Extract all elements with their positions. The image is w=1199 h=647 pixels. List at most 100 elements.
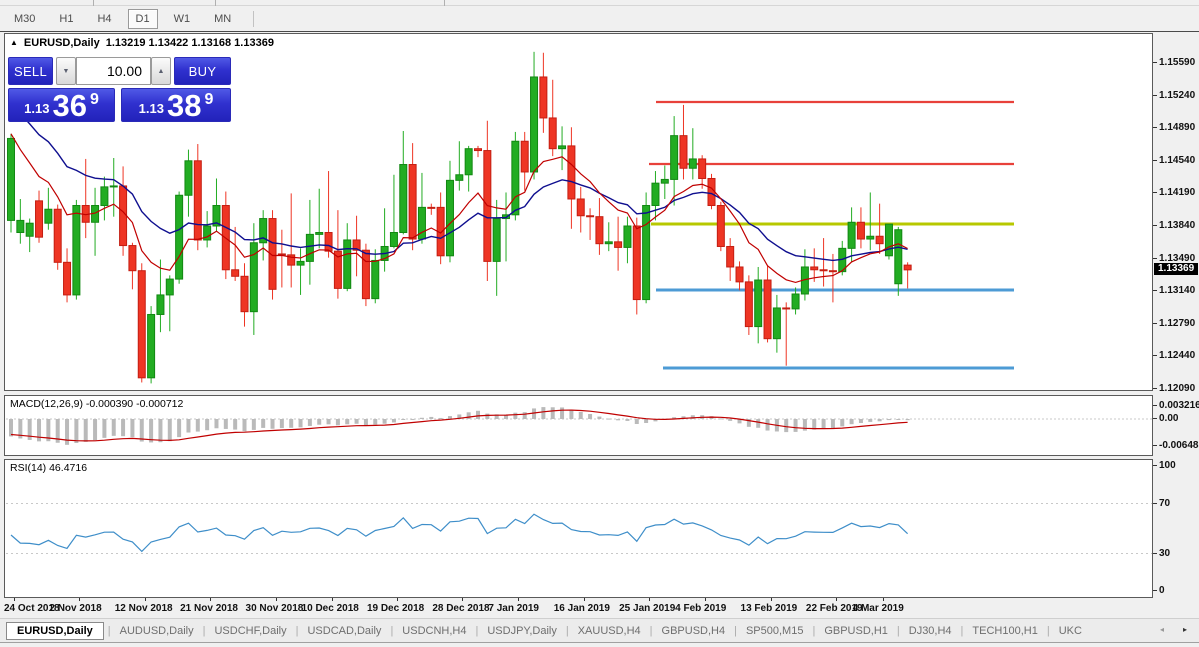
tab-usdchf-daily[interactable]: USDCHF,Daily [214, 624, 287, 637]
sell-price-pip: 9 [89, 91, 99, 108]
price-axis-label: 1.14190 [1159, 187, 1196, 199]
price-chart-panel[interactable] [4, 33, 1153, 391]
chart-title-symbol: EURUSD,Daily [23, 37, 100, 49]
rsi-axis-label: 30 [1159, 547, 1171, 559]
tab-gbpusd-h4[interactable]: GBPUSD,H4 [661, 624, 726, 637]
rsi-line [10, 513, 909, 553]
date-tick [396, 598, 398, 601]
rsi-axis-label: 100 [1159, 460, 1176, 471]
date-axis-label: 12 Nov 2018 [114, 603, 173, 614]
tab-usdjpy-daily[interactable]: USDJPY,Daily [487, 624, 557, 637]
macd-axis-label: 0.00 [1159, 413, 1179, 424]
price-axis-label: 1.15590 [1159, 57, 1196, 68]
axis-tick [1153, 192, 1157, 194]
timeframe-h4[interactable]: H4 [97, 13, 112, 25]
timeframe-d1[interactable]: D1 [127, 9, 158, 29]
sell-price-display[interactable]: 1.13 36 9 [8, 88, 115, 122]
axis-tick [1153, 322, 1157, 324]
timeframe-m30[interactable]: M30 [14, 13, 36, 25]
price-axis[interactable]: 1.15590 1.15240 1.14890 1.14540 1.14190 1.138… [1153, 33, 1199, 598]
tab-eurusd-daily[interactable]: EURUSD,Daily [6, 621, 104, 640]
price-axis-label: 1.12790 [1159, 317, 1196, 329]
rsi-axis-label: 70 [1159, 497, 1171, 509]
tab-tech100-h1[interactable]: TECH100,H1 [972, 624, 1038, 637]
tab-ukc[interactable]: UKC [1058, 624, 1082, 637]
axis-tick [1153, 224, 1157, 226]
buy-price-big: 38 [166, 87, 202, 123]
tab-sp500-m15[interactable]: SP500,M15 [745, 624, 804, 637]
date-axis-label: 28 Dec 2018 [432, 603, 490, 614]
ma-slow-line [10, 101, 908, 262]
date-tick [144, 598, 146, 601]
date-tick [462, 598, 464, 601]
chart-tab-bar: EURUSD,Daily | AUDUSD,Daily | USDCHF,Daily | U… [0, 618, 1199, 643]
axis-tick [1153, 418, 1157, 419]
buy-button[interactable]: BUY [174, 57, 231, 85]
macd-panel[interactable] [4, 395, 1153, 456]
date-tick [583, 598, 585, 601]
axis-tick [1153, 387, 1157, 389]
tab-gbpusd-h1[interactable]: GBPUSD,H1 [824, 624, 888, 637]
sell-button[interactable]: SELL [8, 57, 53, 85]
volume-decrease-button[interactable]: ▼ [56, 57, 76, 85]
date-axis-label: 30 Nov 2018 [245, 603, 304, 614]
buy-price-display[interactable]: 1.13 38 9 [121, 88, 231, 122]
tab-dj30-h4[interactable]: DJ30,H4 [908, 624, 952, 637]
tab-separator: | [896, 624, 900, 637]
date-axis-label: 4 Feb 2019 [675, 603, 727, 614]
timeframe-w1[interactable]: W1 [173, 13, 191, 25]
toolbar-separator [253, 11, 255, 27]
tab-strip: EURUSD,Daily | AUDUSD,Daily | USDCHF,Daily | U… [6, 621, 1166, 640]
axis-tick [1153, 94, 1157, 96]
price-axis-label: 1.13840 [1159, 219, 1196, 231]
tab-scroll-left-icon[interactable]: ◂ [1160, 625, 1165, 634]
collapse-icon[interactable]: ▲ [10, 37, 18, 47]
date-tick [770, 598, 772, 601]
timeframe-mn[interactable]: MN [214, 13, 232, 25]
date-tick [835, 598, 837, 601]
tab-usdcad-daily[interactable]: USDCAD,Daily [307, 624, 382, 637]
volume-input[interactable]: 10.00 [76, 57, 151, 85]
price-axis-label: 1.14890 [1159, 122, 1196, 134]
ma-fast-line [10, 133, 908, 284]
axis-tick [1153, 62, 1157, 63]
tab-usdcnh-h4[interactable]: USDCNH,H4 [402, 624, 467, 637]
toolbar-group-separator [93, 0, 94, 6]
tab-separator: | [295, 624, 299, 637]
tab-audusd-daily[interactable]: AUDUSD,Daily [119, 624, 194, 637]
axis-tick [1153, 590, 1157, 591]
date-tick [705, 598, 707, 601]
rsi-panel[interactable] [4, 459, 1153, 598]
tab-separator: | [960, 624, 964, 637]
date-axis-label: 22 Feb 2019 [805, 603, 863, 614]
tab-separator: | [475, 624, 479, 637]
status-strip [0, 643, 1199, 647]
date-axis-label: 10 Dec 2018 [301, 603, 359, 614]
date-tick [275, 598, 277, 601]
tab-separator: | [812, 624, 816, 637]
date-tick [14, 598, 15, 601]
date-axis-label: 19 Dec 2018 [366, 603, 425, 614]
volume-increase-button[interactable]: ▲ [151, 57, 171, 85]
price-axis-label: 1.14540 [1159, 154, 1196, 166]
tab-separator: | [734, 624, 737, 637]
date-tick [882, 598, 884, 601]
tab-xauusd-h4[interactable]: XAUUSD,H4 [577, 624, 641, 637]
date-tick [210, 598, 212, 601]
tab-scroll-right-icon[interactable]: ▸ [1183, 625, 1188, 634]
timeframe-h1[interactable]: H1 [59, 13, 74, 25]
axis-tick [1153, 355, 1157, 357]
date-tick [518, 598, 520, 601]
toolbar-group-separator [215, 0, 216, 6]
tab-separator: | [649, 624, 653, 637]
toolbar-divider [0, 31, 1199, 32]
date-axis-label: 25 Jan 2019 [619, 603, 676, 614]
toolbar-group-separator [444, 0, 445, 6]
price-axis-label: 1.12440 [1159, 350, 1196, 362]
rsi-label: RSI(14) 46.4716 [10, 462, 88, 474]
date-axis[interactable]: 24 Oct 2018 2 Nov 2018 12 Nov 2018 21 Nov 2… [4, 598, 1199, 618]
tab-separator: | [202, 624, 206, 637]
rsi-chart [6, 503, 1152, 554]
sell-price-big: 36 [52, 87, 87, 123]
